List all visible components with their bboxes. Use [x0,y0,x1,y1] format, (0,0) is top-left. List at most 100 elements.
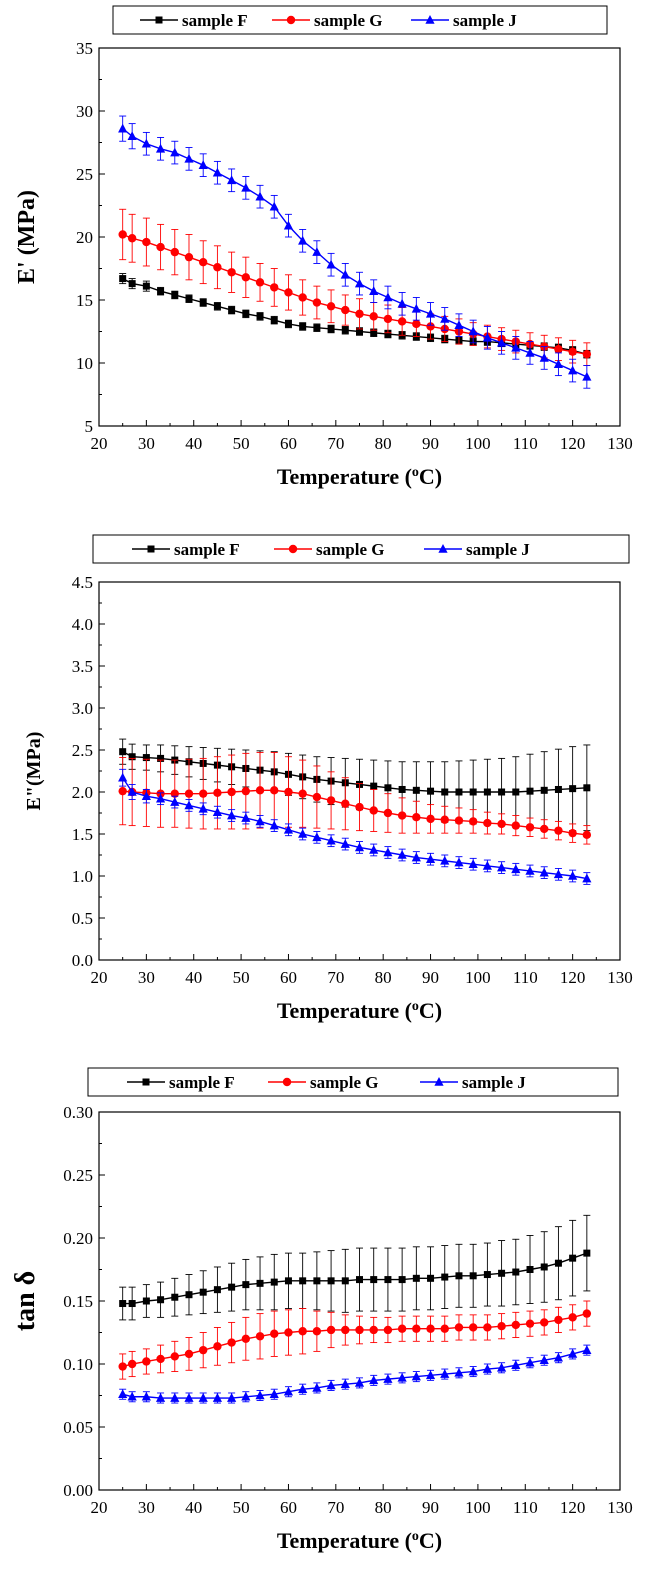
data-point [185,295,193,303]
y-tick-label: 2.5 [72,741,93,760]
data-point [512,1268,520,1276]
data-point [298,829,308,838]
data-point [299,322,307,330]
data-point [455,788,463,796]
x-tick-label: 130 [607,968,633,987]
x-tick-label: 40 [185,434,202,453]
data-point [227,1338,236,1347]
series-3 [118,1344,592,1404]
data-point [312,792,322,802]
data-point [157,754,165,762]
data-point [355,309,364,319]
data-point [212,1393,223,1402]
data-point [241,1334,251,1344]
x-tick-label: 130 [607,434,633,453]
data-point [468,817,478,826]
data-point [269,1389,279,1399]
data-point [256,312,264,320]
legend-marker-2 [282,1077,292,1087]
x-tick-label: 70 [327,1498,344,1517]
y-tick-label: 10 [76,354,93,373]
y-tick-label: 20 [76,228,93,247]
data-point [454,857,464,867]
legend-marker-1 [142,1078,150,1086]
data-point [554,785,562,793]
data-point [128,753,136,761]
data-point [155,143,166,153]
data-point [255,278,265,287]
data-point [498,1269,506,1277]
data-point [212,167,223,177]
data-point [255,1390,265,1400]
y-axis-title: E' (MPa) [14,190,40,284]
data-point [227,268,236,277]
x-tick-label: 30 [138,968,155,987]
data-point [213,788,222,798]
data-point [326,302,336,311]
data-point [426,814,435,824]
data-point [540,1263,548,1271]
data-point [270,786,279,795]
data-point [553,869,564,879]
data-point [512,788,520,796]
data-point [383,808,393,818]
data-point [341,326,349,334]
data-point [312,1327,322,1336]
y-tick-label: 0.30 [63,1103,93,1122]
data-point [426,1324,435,1333]
data-point [497,819,506,829]
y-tick-label: 0.00 [63,1481,93,1500]
legend-box [92,534,630,564]
data-point [427,1274,435,1282]
x-tick-label: 130 [607,1498,633,1517]
data-point [554,344,563,354]
data-point [511,1320,520,1330]
data-point [397,1372,407,1382]
data-point [142,1297,150,1305]
data-point [127,234,137,243]
data-point [496,337,507,347]
y-tick-label: 0.15 [63,1292,93,1311]
data-point [284,1277,292,1285]
data-point [141,138,151,148]
data-point [397,298,407,308]
x-tick-label: 50 [233,1498,250,1517]
legend-label-2: sample G [316,540,384,559]
data-point [184,1349,194,1359]
legend-box [112,5,608,35]
series-line [122,777,587,880]
chart-panel-3: sample F sample G sample J 20 30 40 50 60 70 80 90… [10,1067,633,1553]
y-tick-label: 1.5 [72,825,93,844]
data-point [326,1380,336,1390]
data-point [313,1277,321,1285]
legend-marker-3 [438,544,448,553]
data-point [483,788,491,796]
data-point [127,1391,137,1401]
data-point [340,839,350,848]
data-point [340,1379,350,1388]
data-point [554,1315,563,1325]
data-point [255,1332,265,1341]
data-point [525,1357,535,1367]
data-point [441,1273,449,1281]
data-point [184,153,194,163]
data-point [241,1391,251,1401]
data-point [341,305,350,315]
data-point [199,299,207,307]
data-point [582,349,592,359]
data-point [540,786,548,794]
data-point [525,823,535,832]
chart-panel-2: sample F sample G sample J 20 30 40 50 60 70 80 90… [23,534,633,1023]
data-point [440,1324,449,1333]
data-point [198,160,208,169]
data-point [170,147,180,157]
y-tick-label: 3.5 [72,657,93,676]
data-point [298,235,308,245]
data-point [185,1291,193,1299]
y-axis-title: tan δ [10,1271,41,1331]
data-point [411,303,421,313]
data-point [412,786,420,794]
data-point [398,1276,406,1284]
data-point [540,824,549,834]
data-point [127,131,137,140]
